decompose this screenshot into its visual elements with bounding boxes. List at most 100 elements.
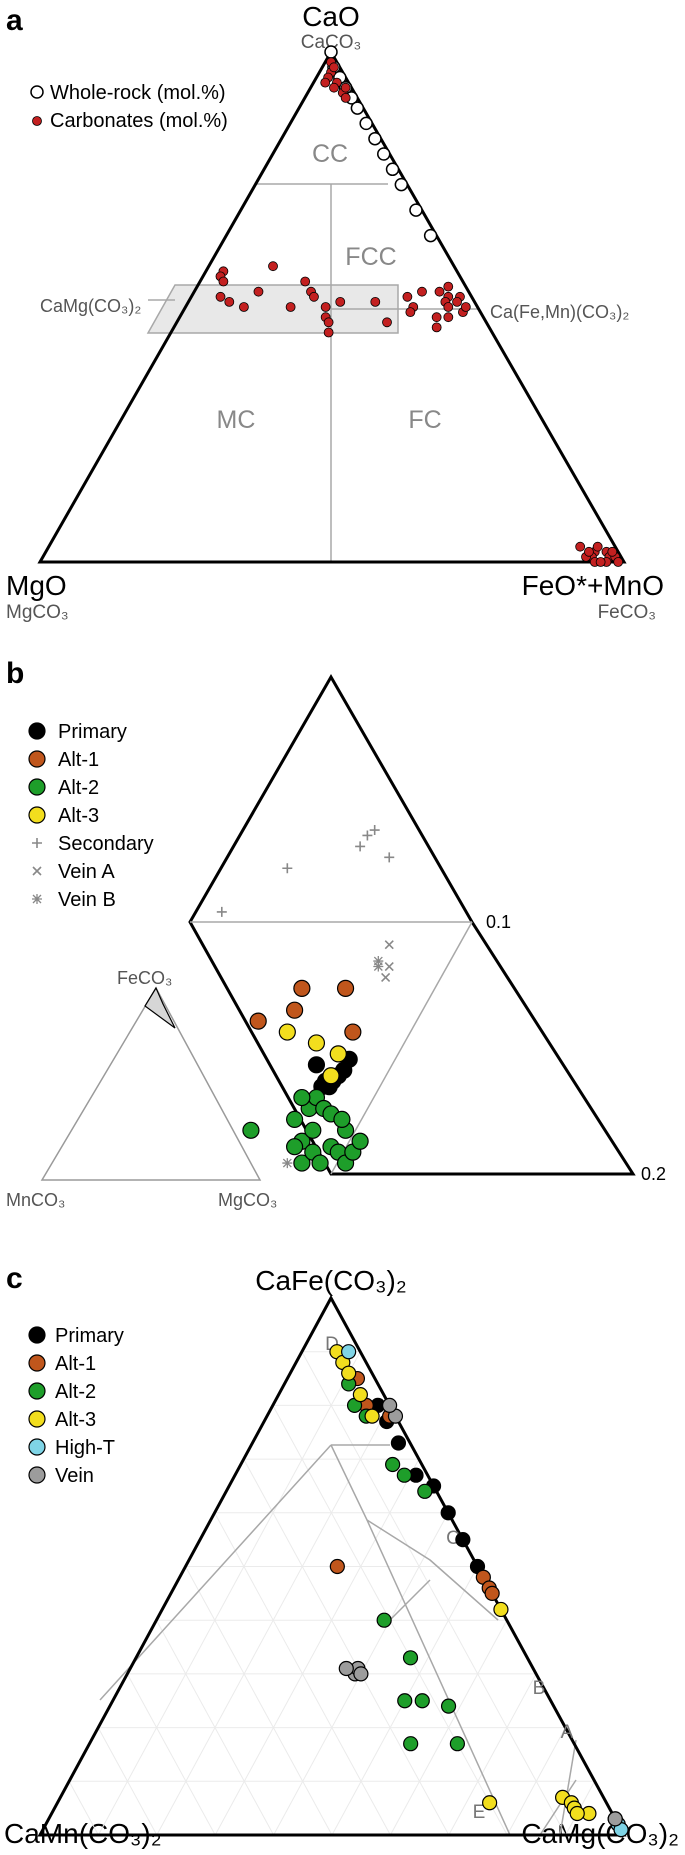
legend-c-alt-1-marker [28,1354,46,1372]
tick-02: 0.2 [641,1164,666,1184]
point-secondary [216,906,227,917]
legend-c: Primary Alt-1 Alt-2 Alt-3 High-T Vein [28,1325,124,1487]
legend-whole-rock: Whole-rock (mol.%) [50,82,226,104]
point-carbonate [575,541,586,552]
point-carbonate [370,296,381,307]
point-alt-1 [293,979,311,997]
point-carbonate [268,261,278,272]
ternary-frame-a [37,48,627,564]
point-carbonate [335,296,346,307]
inset-mnco3: MnCO₃ [6,1190,65,1210]
point-c-alt-2 [376,1612,392,1628]
zone-e: E [473,1802,486,1823]
point-c-alt-2 [440,1698,457,1714]
point-vein-a [384,940,394,950]
legend-c-high-t: High-T [55,1437,115,1459]
legend-vein-a: Vein A [58,861,115,883]
point-vein-b [282,1158,293,1169]
legend-carbonates: Carbonates (mol.%) [50,110,228,132]
point-alt-3 [329,1045,347,1063]
apex-feco3: FeCO₃ [598,602,656,623]
point-alt-2 [286,1138,304,1156]
apex-cafe: CaFe(CO₃)₂ [255,1265,406,1296]
apex-caco3: CaCO₃ [301,32,362,53]
point-carbonate [592,541,603,552]
point-c-alt-3 [352,1387,368,1403]
point-carbonate [309,291,319,302]
legend-alt-1: Alt-1 [58,749,99,771]
point-secondary [384,852,395,863]
legend-c-alt-3: Alt-3 [55,1409,96,1431]
point-whole-rock [394,177,409,192]
point-vein-b [373,961,384,972]
point-c-alt-3 [493,1601,509,1618]
point-carbonate [431,322,442,333]
legend-c-vein-marker [28,1466,46,1484]
point-c-vein [607,1811,623,1827]
zone-boundaries [99,1444,577,1836]
field-cc: CC [312,140,348,168]
tick-01: 0.1 [486,912,511,932]
point-carbonate [417,286,427,297]
legend-vein-a-marker [32,866,42,876]
point-c-vein [353,1666,369,1682]
legend-primary-marker [28,722,46,740]
grid-line [214,1458,420,1836]
point-carbonate [434,286,445,297]
point-carbonate [584,546,594,557]
point-c-alt-2 [385,1456,401,1473]
point-alt-1 [249,1012,267,1030]
grid-line [126,1673,216,1836]
grid-line [389,1619,508,1836]
zone-a: A [561,1722,574,1743]
legend-c-vein: Vein [55,1465,94,1487]
field-mc: MC [217,406,256,434]
legend-alt-2-marker [28,778,46,796]
legend-c-high-t-marker [28,1438,46,1456]
point-alt-2 [286,1110,304,1129]
legend-c-alt-3-marker [28,1410,46,1428]
panel-b-label: b [6,657,24,690]
point-carbonate [460,302,471,312]
grid-line [243,1458,450,1836]
point-alt-2 [242,1121,260,1139]
point-carbonate [340,93,351,103]
panel-c-label: c [6,1262,23,1295]
legend-c-alt-2: Alt-2 [55,1381,96,1403]
point-carbonate [238,302,249,312]
point-carbonate [215,291,226,302]
point-c-primary [455,1532,471,1548]
grid-line [155,1619,275,1836]
inset-feco3: FeCO₃ [117,968,172,988]
legend-vein-b-marker [32,894,42,904]
point-c-high-t [341,1344,357,1360]
legend-c-primary: Primary [55,1325,124,1347]
point-carbonate [218,276,229,287]
legend-alt-3: Alt-3 [58,805,99,827]
point-carbonate [329,82,339,93]
grid-line [68,1781,99,1836]
zone-c: C [446,1528,460,1549]
point-whole-rock [409,203,423,217]
label-dolomite: CaMg(CO₃)₂ [40,296,141,316]
gridline-diag [330,921,473,1175]
point-c-alt-2 [449,1736,465,1752]
panel-b: b FeCO₃ MnCO₃ MgCO₃ 0.1 0.2 Primary Alt-1… [6,657,666,1210]
point-secondary [282,863,293,874]
legend-whole-rock-marker [30,85,44,99]
grid-line [301,1351,567,1836]
point-whole-rock [423,228,438,243]
point-c-alt-2 [414,1693,430,1709]
point-alt-2 [311,1154,329,1172]
frame-b [188,673,636,1176]
grid-line [506,1727,566,1836]
point-c-alt-2 [403,1736,419,1752]
legend-c-alt-1: Alt-1 [55,1353,96,1375]
point-c-alt-3 [482,1795,498,1811]
legend-c-primary-marker [28,1326,46,1344]
point-alt-1 [336,979,355,997]
point-c-alt-3 [341,1365,357,1381]
point-c-alt-2 [417,1483,433,1499]
point-carbonate [285,302,296,312]
point-carbonate [443,281,454,292]
